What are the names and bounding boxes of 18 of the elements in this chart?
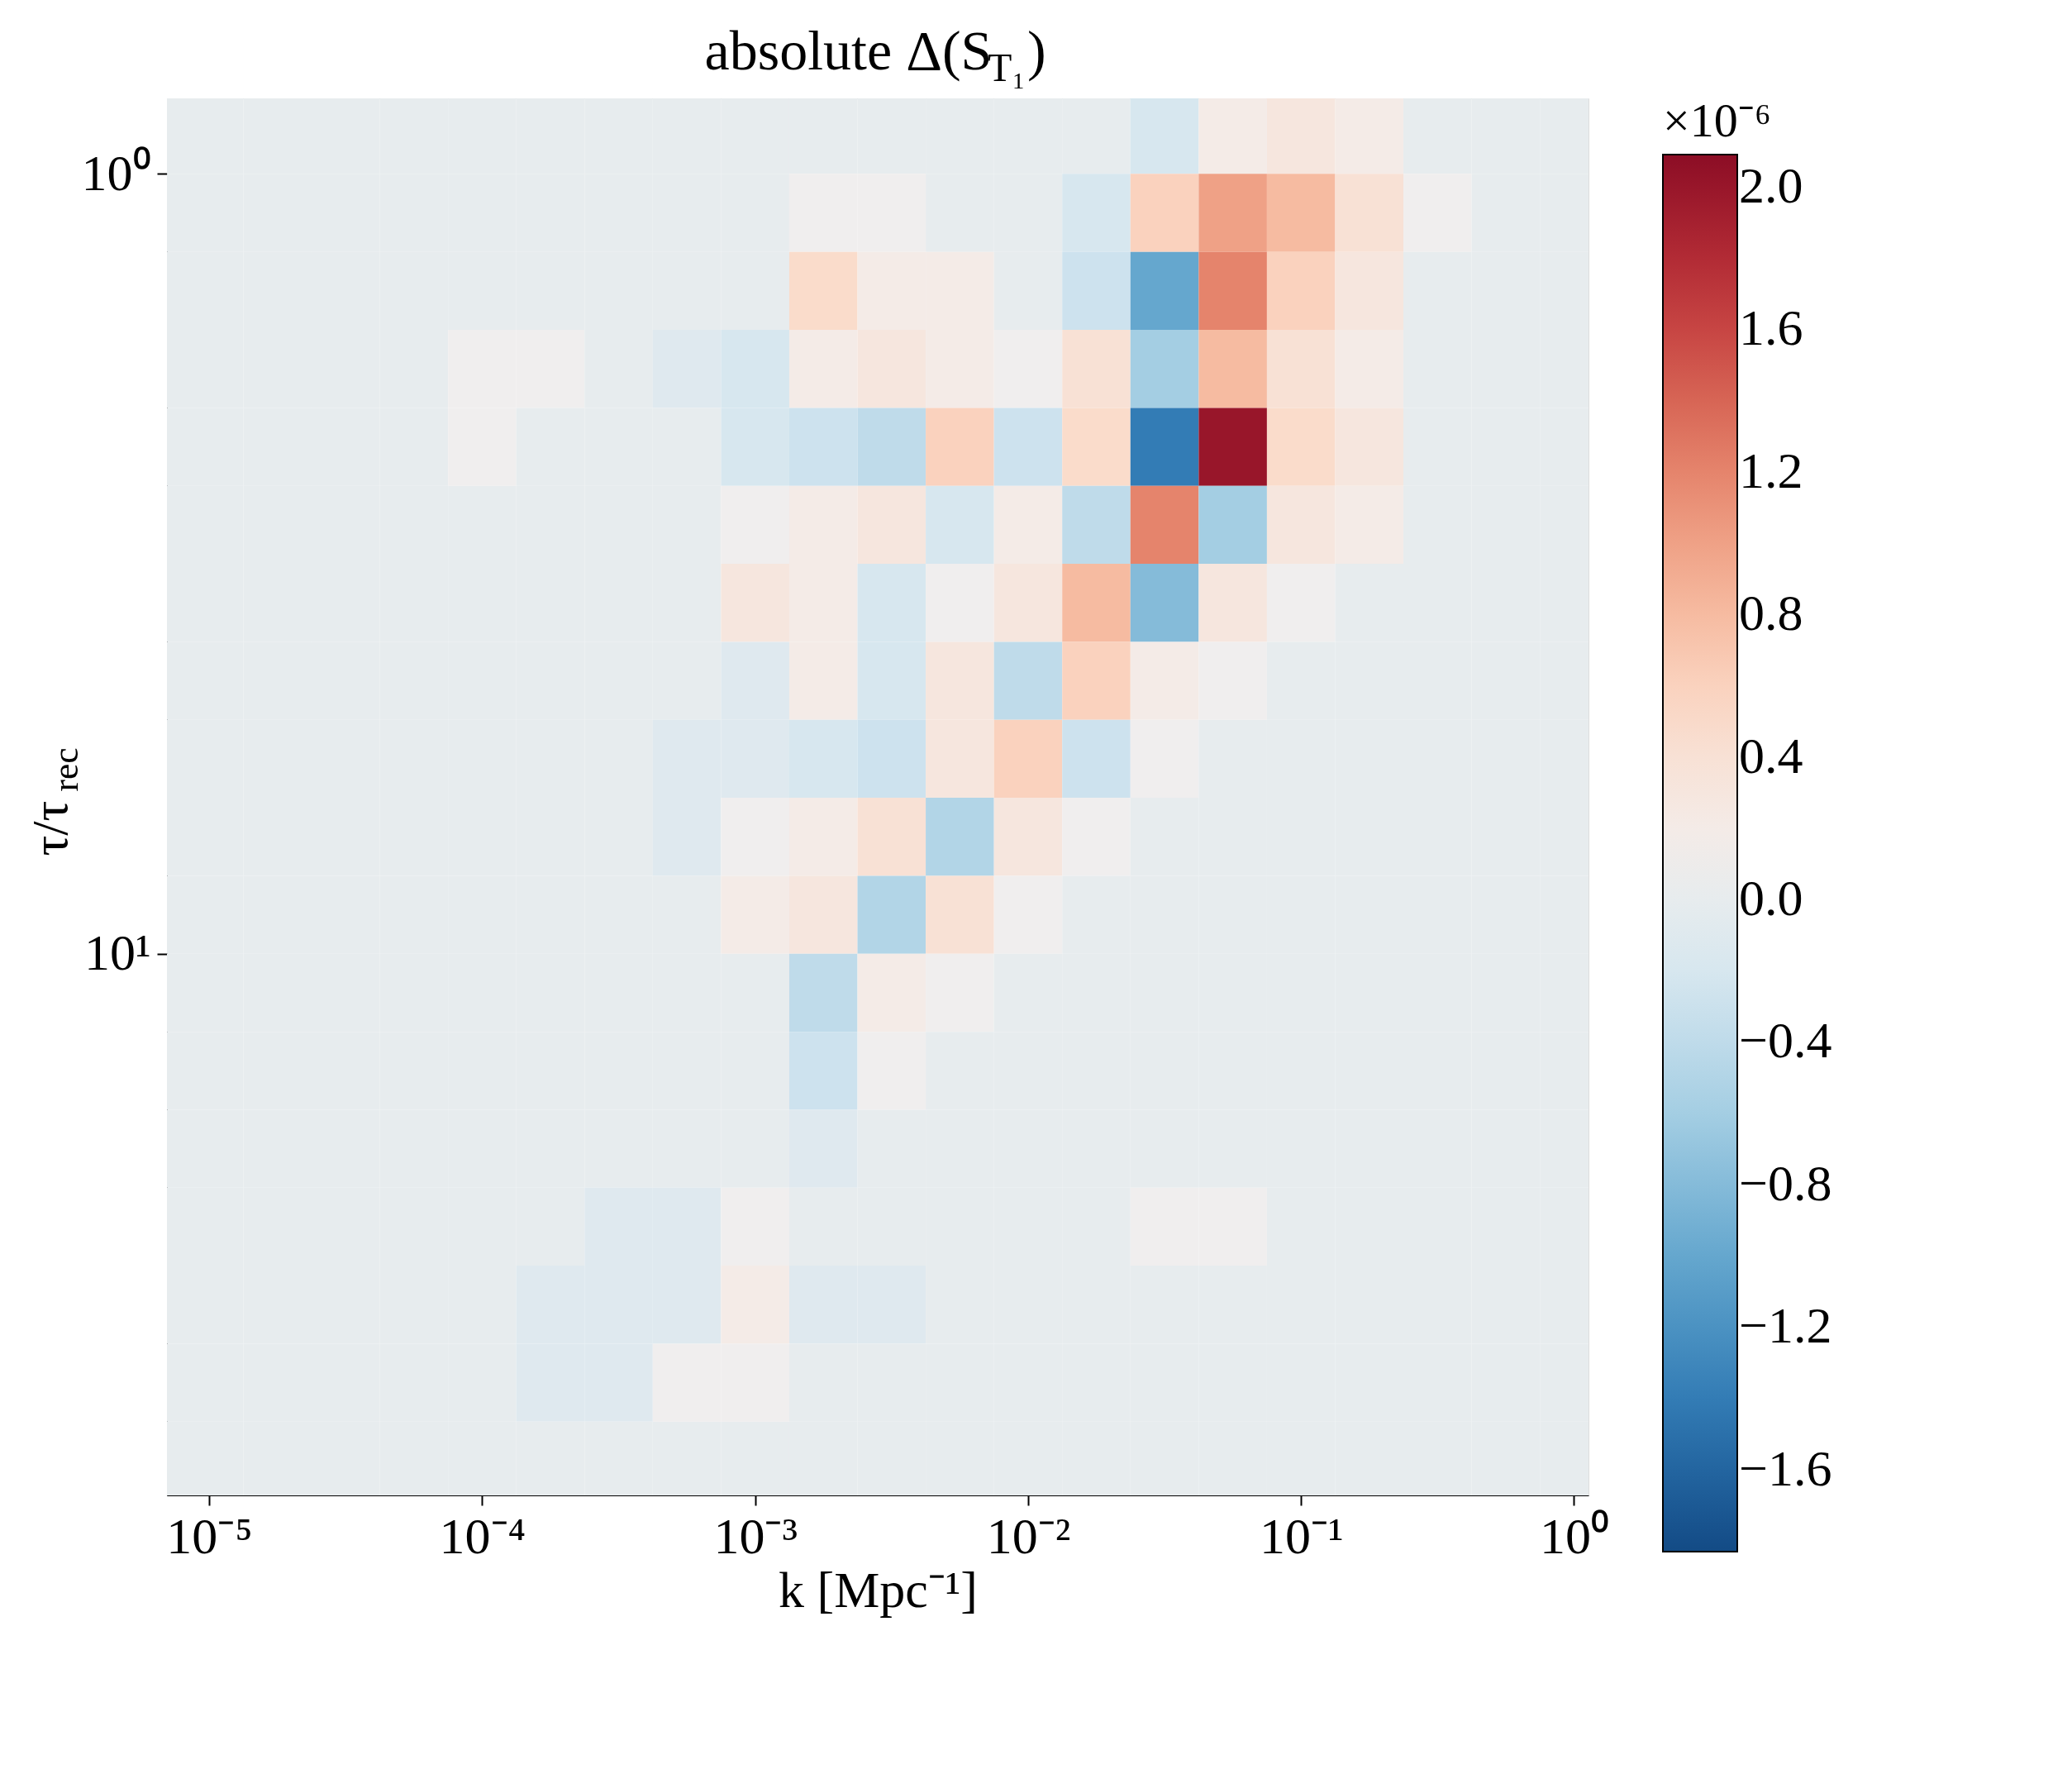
color-bar-label: −0.8: [1739, 1154, 1832, 1211]
x-tick-label: 10⁻⁴: [439, 1507, 526, 1564]
color-bar-label: 0.8: [1739, 584, 1803, 641]
x-tick-label: 10⁰: [1539, 1507, 1609, 1564]
color-bar-label: −1.2: [1739, 1297, 1832, 1354]
x-tick-label: 10⁻¹: [1259, 1507, 1344, 1564]
color-bar-label: 1.6: [1739, 299, 1803, 356]
x-tick-label: 10⁻⁵: [166, 1507, 253, 1564]
x-tick-label: 10⁻²: [986, 1507, 1071, 1564]
color-bar-label: 2.0: [1739, 156, 1803, 213]
color-bar-label: 0.4: [1739, 727, 1803, 784]
color-bar-label: −1.6: [1739, 1439, 1832, 1496]
color-bar-label: −0.4: [1739, 1012, 1832, 1069]
y-axis-title: τ/τrec: [21, 747, 85, 856]
y-tick-label: 10¹: [83, 924, 151, 981]
color-bar-label: 0.0: [1739, 870, 1803, 927]
color-bar-label: 1.2: [1739, 441, 1803, 498]
color-bar-title: ×10⁻⁶: [1663, 93, 1771, 147]
